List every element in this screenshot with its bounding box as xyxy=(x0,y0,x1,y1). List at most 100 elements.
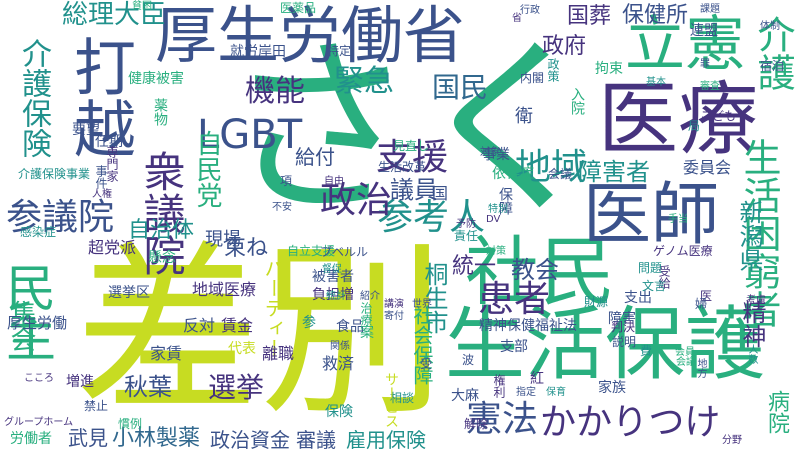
word-kenpou: 憲法 xyxy=(466,399,539,440)
word-yachin: 家賃 xyxy=(150,344,183,363)
word-kakaritsuke: かかりつけ xyxy=(540,402,721,443)
word-shuurou: 就労 xyxy=(230,44,258,60)
word-dv: DV xyxy=(486,214,501,225)
word-jiken: 事件 xyxy=(94,165,108,189)
word-seikatsuhogo: 生活保護 xyxy=(445,298,765,391)
word-zai: 財源 xyxy=(584,295,609,309)
word-kinou: 機能 xyxy=(245,74,305,109)
word-kei: 紅 xyxy=(530,371,544,387)
word-seiji: 政治 xyxy=(320,180,393,221)
word-youbou: 要望 xyxy=(72,122,100,138)
word-kaijo: 解除 xyxy=(464,417,489,431)
word-shougaisha: 障害者 xyxy=(578,158,650,186)
word-chihou: 地方 xyxy=(695,358,706,378)
word-ka: 課題 xyxy=(700,4,720,15)
word-mie: 見直し xyxy=(393,139,430,153)
word-kaigo: 介護 xyxy=(751,15,795,91)
word-kihon: 基本 xyxy=(646,77,666,88)
word-tokusoku: 督促 xyxy=(322,264,342,275)
word-izonshou: 依存症 xyxy=(492,166,534,182)
word-iinkai: 委員会 xyxy=(683,158,732,177)
word-hana: 波 xyxy=(462,353,475,367)
word-kaigohoken: 介護保険 xyxy=(16,38,51,158)
word-kodomo: こども xyxy=(700,109,737,123)
word-shuukai: 集会 xyxy=(6,300,36,352)
word-han: 案 xyxy=(360,325,374,341)
word-tokubetsu: 特別 xyxy=(488,204,508,215)
word-ju: 受 xyxy=(420,357,433,371)
word-shougai: 障害 xyxy=(608,311,636,327)
word-jichitai: 自治体 xyxy=(128,218,195,243)
word-roudousha: 労働者 xyxy=(10,431,52,447)
word-tokutei: 特定 xyxy=(327,44,352,58)
word-tsumi: 罪 xyxy=(700,59,710,70)
word-sabetsu: 差別 xyxy=(75,224,445,440)
word-ei: 衛 xyxy=(515,106,533,127)
word-hoken: 保険 xyxy=(325,404,353,420)
word-senkyoku: 選挙区 xyxy=(108,285,150,301)
word-senmonka: 専門家 xyxy=(105,146,119,182)
word-saku: さく xyxy=(225,19,606,240)
word-kouryo: 考慮 xyxy=(746,295,766,306)
word-sekinin: 責任 xyxy=(454,229,479,243)
word-kou: 項 xyxy=(280,174,293,188)
word-kokumin: 国民 xyxy=(432,71,489,104)
word-kirihara: 桐生市 xyxy=(420,262,448,334)
word-kouseiroudou: 厚生労働 xyxy=(7,314,68,332)
word-kihou: 寄付 xyxy=(384,311,404,322)
word-higaisha: 被害者 xyxy=(312,269,354,285)
word-kaiin: 会員 xyxy=(675,347,695,358)
word-kinkyuu: 緊急 xyxy=(334,64,394,99)
word-shamin: 社民 xyxy=(465,228,616,316)
word-shokuhin: 食品 xyxy=(336,319,364,335)
word-party: パーティー xyxy=(261,258,285,358)
word-shuugiin: 衆議院 xyxy=(137,150,186,276)
word-kokusou: 国葬 xyxy=(567,4,612,29)
word-bunya: 分野 xyxy=(722,435,742,446)
word-seisaku: 政策 xyxy=(546,58,560,82)
word-lgbt: LGBT xyxy=(197,112,303,158)
word-jigyou: 事業 xyxy=(482,147,510,163)
word-chouto: 超党派 xyxy=(88,238,137,257)
word-senkyo: 選挙 xyxy=(208,371,265,404)
word-kin: 禁止 xyxy=(84,399,109,413)
word-kaigi: 会議 xyxy=(548,167,573,181)
word-hinkon: 貧困 xyxy=(132,1,152,12)
word-shingi: 審議 xyxy=(296,428,336,450)
word-chiiki: 地域 xyxy=(515,147,588,188)
word-taisaku: 対策 xyxy=(486,246,506,257)
word-seishin: 精神 xyxy=(738,300,766,348)
word-seijishikin: 政治資金 xyxy=(210,428,290,450)
word-toukei: 統計 xyxy=(326,291,346,302)
word-renmei: 連盟 xyxy=(690,23,718,39)
word-chingin: 賃金 xyxy=(221,316,254,335)
word-kankei: 関係 xyxy=(330,341,350,352)
word-koyouhoken: 雇用保険 xyxy=(346,428,426,450)
word-kyoku: 局 xyxy=(688,119,701,133)
word-shi: 支部 xyxy=(500,339,528,355)
word-hi: 費 xyxy=(640,344,653,358)
word-byouin: 病院 xyxy=(764,390,789,434)
word-chiikiiryou: 地域医療 xyxy=(192,280,257,299)
word-iyakuhin: 医薬品 xyxy=(280,1,317,15)
word-mondai: 問題 xyxy=(638,261,663,275)
word-giin: 議員 xyxy=(390,176,438,204)
word-daihyou: 代表 xyxy=(228,341,256,357)
word-kobayashi: 小林製薬 xyxy=(112,426,201,450)
word-purabeiru: プベルル xyxy=(320,245,369,259)
word-kouseiroudoushou: 厚生労働省 xyxy=(155,0,466,72)
word-hanketsu: 判決 xyxy=(611,320,636,334)
word-chiryou: 治療 xyxy=(359,302,373,326)
word-nyuuin: 入院 xyxy=(569,87,585,115)
word-hoshou: 保障 xyxy=(497,187,513,215)
word-niigataken: 新潟県 xyxy=(735,200,763,272)
word-shou: 省 xyxy=(512,13,522,24)
word-kishida: 岸田 xyxy=(258,44,286,60)
word-fuan: 不安 xyxy=(272,202,292,213)
word-san: 参 xyxy=(302,315,316,331)
word-yakubutsu: 薬物 xyxy=(152,98,168,126)
word-kousoku: 拘束 xyxy=(595,61,623,77)
word-kyouiku: 教会 xyxy=(511,256,559,284)
word-genba: 現場 xyxy=(205,229,241,250)
